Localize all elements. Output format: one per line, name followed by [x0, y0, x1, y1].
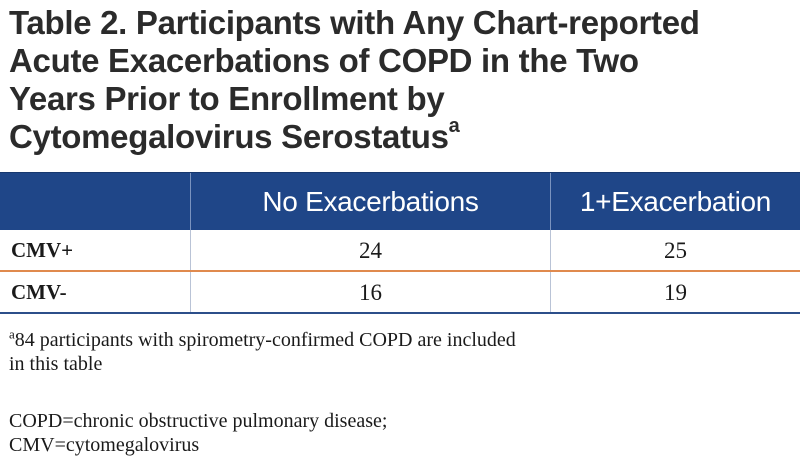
abbreviation-cmv: CMV=cytomegalovirus [9, 434, 200, 456]
footnote-line-1-text: 84 participants with spirometry-confirme… [14, 329, 516, 351]
header-no-exacerbations: No Exacerbations [262, 186, 479, 217]
table-title: Table 2. Participants with Any Chart-rep… [9, 4, 789, 156]
data-table: No Exacerbations 1+Exacerbation CMV+ 24 … [0, 172, 800, 314]
cell-cmv-positive-no-exacerbations: 24 [359, 238, 382, 263]
table-row: CMV- 16 19 [0, 272, 800, 314]
cell-cmv-negative-no-exacerbations: 16 [359, 280, 382, 305]
cell-cmv-negative-one-plus: 19 [664, 280, 687, 305]
column-divider [190, 230, 191, 270]
column-divider [190, 272, 191, 312]
table-title-line-3: Years Prior to Enrollment by [9, 80, 445, 117]
abbreviations-note: COPD=chronic obstructive pulmonary disea… [9, 409, 789, 457]
header-divider [550, 173, 551, 230]
footnote-line-2: in this table [9, 353, 103, 375]
header-divider [190, 173, 191, 230]
table-title-line-2: Acute Exacerbations of COPD in the Two [9, 42, 639, 79]
column-divider [550, 230, 551, 270]
header-cell-row-label [0, 173, 190, 230]
table-title-line-1: Table 2. Participants with Any Chart-rep… [9, 4, 700, 41]
cell-cmv-positive-one-plus: 25 [664, 238, 687, 263]
table-title-line-4: Cytomegalovirus Serostatusa [9, 115, 789, 156]
footnote-marker: a [9, 326, 15, 342]
row-label-cmv-negative: CMV- [11, 280, 67, 304]
footnote: a84 participants with spirometry-confirm… [9, 326, 789, 376]
table-row: CMV+ 24 25 [0, 230, 800, 272]
row-label-cmv-positive: CMV+ [11, 238, 74, 262]
table-title-line-4-text: Cytomegalovirus Serostatus [9, 118, 449, 155]
column-divider [550, 272, 551, 312]
title-footnote-marker: a [448, 115, 460, 137]
abbreviation-copd: COPD=chronic obstructive pulmonary disea… [9, 410, 388, 432]
header-one-plus-exacerbation: 1+Exacerbation [579, 186, 772, 217]
footnote-line-1: a84 participants with spirometry-confirm… [9, 326, 789, 352]
table-header-row: No Exacerbations 1+Exacerbation [0, 172, 800, 230]
